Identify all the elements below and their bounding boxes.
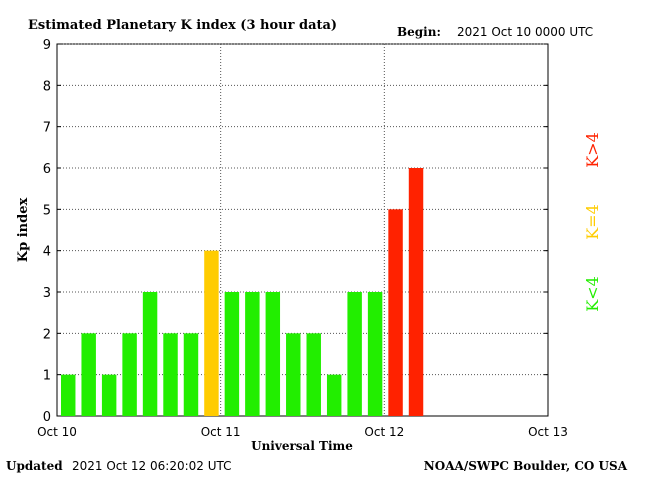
y-axis-label: Kp index	[16, 198, 31, 263]
kp-bar	[347, 292, 362, 416]
legend-high: K>4	[583, 132, 602, 168]
kp-bar	[163, 333, 178, 416]
kp-bar	[101, 374, 117, 416]
y-tick-label: 3	[43, 286, 51, 301]
kp-bar	[367, 292, 383, 416]
y-tick-label: 2	[43, 327, 51, 342]
begin-label: Begin:	[397, 25, 441, 39]
kp-bar	[183, 333, 199, 416]
kp-bar	[326, 374, 342, 416]
x-tick-label: Oct 10	[37, 425, 77, 439]
y-tick-label: 6	[43, 162, 51, 177]
kp-bar	[142, 292, 158, 416]
y-tick-label: 1	[43, 369, 51, 384]
updated-label: Updated	[6, 459, 63, 473]
bars	[61, 168, 424, 416]
kp-bar	[245, 292, 260, 416]
y-tick-label: 0	[43, 410, 51, 425]
kp-bar	[306, 333, 321, 416]
chart-title: Estimated Planetary K index (3 hour data…	[28, 18, 337, 33]
credit: NOAA/SWPC Boulder, CO USA	[424, 459, 628, 473]
updated-value: 2021 Oct 12 06:20:02 UTC	[72, 459, 232, 473]
plot-area	[56, 43, 549, 417]
x-tick-label: Oct 11	[201, 425, 241, 439]
kp-bar	[388, 209, 403, 416]
y-tick-label: 9	[43, 38, 51, 53]
kp-bar	[224, 292, 240, 416]
y-tick-label: 5	[43, 203, 51, 218]
kp-bar	[61, 374, 76, 416]
y-tick-labels: 0 1 2 3 4 5 6 7 8 9	[43, 38, 548, 425]
kp-bar	[265, 292, 281, 416]
gridlines	[57, 43, 548, 416]
x-tick-label: Oct 12	[364, 425, 404, 439]
y-tick-label: 8	[43, 79, 51, 94]
kp-bar	[286, 333, 301, 416]
kp-bar	[204, 250, 219, 416]
x-tick-labels: Oct 10 Oct 11 Oct 12 Oct 13	[37, 425, 568, 439]
y-tick-label: 4	[43, 245, 51, 260]
y-tick-label: 7	[43, 121, 51, 136]
begin-value: 2021 Oct 10 0000 UTC	[457, 25, 593, 39]
legend-low: K<4	[583, 276, 602, 312]
legend-mid: K=4	[583, 204, 602, 240]
kp-bar	[408, 168, 424, 416]
x-tick-label: Oct 13	[528, 425, 568, 439]
kp-bar	[122, 333, 137, 416]
x-axis-label: Universal Time	[251, 439, 353, 453]
kp-bar	[81, 333, 96, 416]
